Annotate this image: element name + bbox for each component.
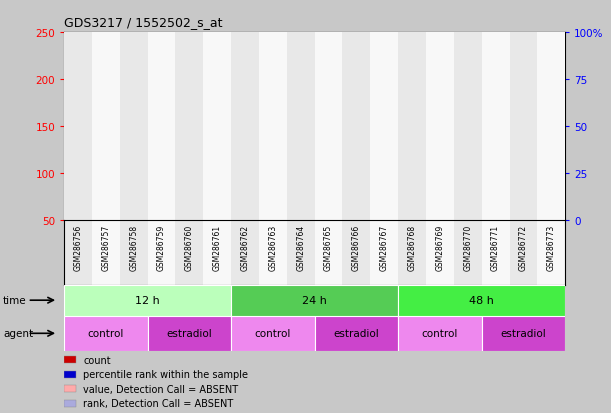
Bar [259,33,287,285]
Bar [175,33,203,285]
Bar [291,148,310,221]
Text: agent: agent [3,328,33,339]
Bar [148,33,175,285]
Bar [153,177,170,221]
Bar [125,150,143,221]
Text: GSM286772: GSM286772 [519,224,528,270]
Bar [231,33,259,285]
Text: GSM286771: GSM286771 [491,224,500,270]
Bar [398,33,426,285]
Bar [481,33,510,285]
Text: GSM286758: GSM286758 [130,224,138,270]
Text: count: count [84,355,111,365]
Bar [64,316,148,351]
Text: 48 h: 48 h [469,295,494,306]
Bar [426,33,454,285]
Text: 24 h: 24 h [302,295,327,306]
Bar [92,33,120,285]
Text: GSM286760: GSM286760 [185,224,194,270]
Bar [370,33,398,285]
Bar [343,33,370,285]
Text: rank, Detection Call = ABSENT: rank, Detection Call = ABSENT [84,398,233,408]
Bar [481,316,565,351]
Text: control: control [422,328,458,339]
Bar [486,128,505,221]
Bar [320,183,338,221]
Bar [64,371,76,377]
Text: GSM286756: GSM286756 [73,224,82,270]
Bar [431,73,449,221]
Bar [315,316,398,351]
Text: estradiol: estradiol [500,328,546,339]
Text: GSM286766: GSM286766 [352,224,361,270]
Text: GSM286764: GSM286764 [296,224,306,270]
Bar [231,316,315,351]
Text: GDS3217 / 1552502_s_at: GDS3217 / 1552502_s_at [64,16,222,29]
Bar [537,33,565,285]
Bar [180,189,199,221]
Bar [120,33,148,285]
Bar [403,88,421,221]
Bar [514,160,532,221]
Bar [348,193,365,221]
Bar [64,285,231,316]
Text: GSM286767: GSM286767 [380,224,389,270]
Text: GSM286768: GSM286768 [408,224,417,270]
Bar [148,316,231,351]
Bar [64,385,76,392]
Text: GSM286757: GSM286757 [101,224,111,270]
Text: GSM286761: GSM286761 [213,224,222,270]
Bar [454,33,481,285]
Bar [236,128,254,221]
Text: GSM286769: GSM286769 [436,224,444,270]
Text: control: control [88,328,124,339]
Text: GSM286762: GSM286762 [241,224,249,270]
Bar [264,133,282,221]
Bar [69,129,87,221]
Bar [398,316,481,351]
Text: time: time [3,295,27,306]
Bar [510,33,537,285]
Text: control: control [255,328,291,339]
Text: GSM286759: GSM286759 [157,224,166,270]
Text: value, Detection Call = ABSENT: value, Detection Call = ABSENT [84,384,238,394]
Bar [64,356,76,363]
Bar [208,185,226,221]
Bar [97,135,115,221]
Bar [375,174,393,221]
Text: 12 h: 12 h [135,295,160,306]
Text: GSM286765: GSM286765 [324,224,333,270]
Bar [64,33,92,285]
Bar [398,285,565,316]
Text: GSM286770: GSM286770 [463,224,472,270]
Text: estradiol: estradiol [167,328,212,339]
Text: percentile rank within the sample: percentile rank within the sample [84,369,249,379]
Bar [203,33,231,285]
Text: GSM286773: GSM286773 [547,224,556,270]
Bar [64,400,76,407]
Bar [287,33,315,285]
Bar [542,216,560,221]
Text: GSM286763: GSM286763 [268,224,277,270]
Bar [315,33,343,285]
Bar [231,285,398,316]
Bar [459,113,477,221]
Text: estradiol: estradiol [334,328,379,339]
